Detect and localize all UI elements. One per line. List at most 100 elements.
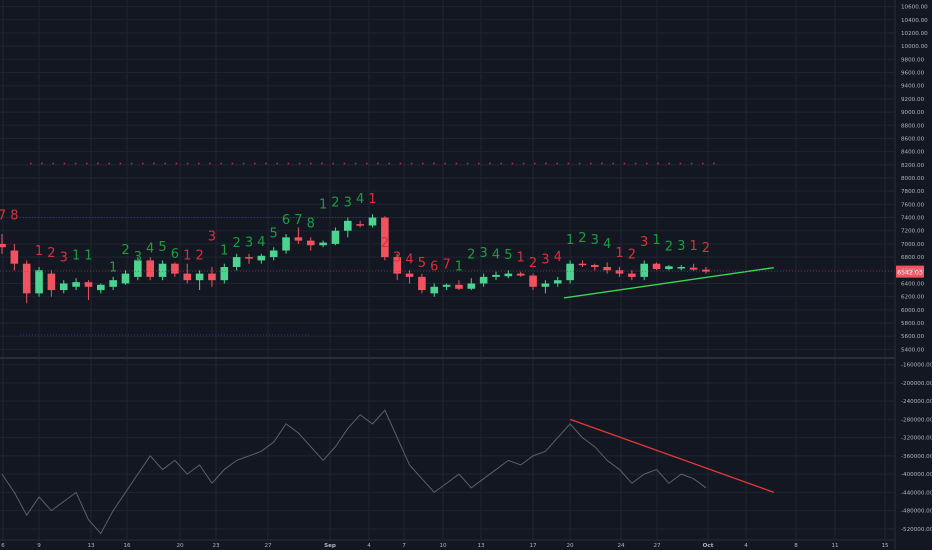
resistance-dot xyxy=(332,162,334,165)
candle[interactable] xyxy=(665,265,673,271)
candle[interactable] xyxy=(257,253,266,264)
candle[interactable] xyxy=(344,217,352,238)
candle[interactable] xyxy=(479,273,488,287)
candle[interactable] xyxy=(158,260,167,281)
td-sequential-counts: 7 81 2 3 1 112 34 5 6 1 231 2 3 456 7 81 2 3 4 123 4 5 6 7 12 3 4 5… xyxy=(0,192,710,276)
candle-body xyxy=(591,265,599,267)
td-count-label: 2 xyxy=(628,247,636,262)
candle[interactable] xyxy=(368,214,377,228)
candle-body xyxy=(652,263,661,269)
candle[interactable] xyxy=(10,243,19,271)
candle[interactable] xyxy=(306,237,315,251)
price-tick-label: 7000.00 xyxy=(901,242,925,248)
resistance-dot xyxy=(142,162,144,165)
price-tick-label: 7600.00 xyxy=(901,202,925,208)
candle[interactable] xyxy=(677,265,686,271)
candle[interactable] xyxy=(702,267,710,274)
candle[interactable] xyxy=(195,270,204,291)
candle[interactable] xyxy=(652,262,661,271)
resistance-dot xyxy=(97,162,99,165)
time-tick-label: 20 xyxy=(176,543,184,549)
indicator-line[interactable] xyxy=(1,409,707,535)
indicator-series[interactable] xyxy=(1,409,707,535)
time-tick-label: 4 xyxy=(367,543,371,549)
candle[interactable] xyxy=(331,227,340,246)
candle-body xyxy=(344,220,352,231)
resistance-dot xyxy=(601,162,603,165)
candle[interactable] xyxy=(183,263,192,284)
candle[interactable] xyxy=(269,247,278,261)
candle[interactable] xyxy=(245,253,253,264)
candle[interactable] xyxy=(628,270,636,281)
candle[interactable] xyxy=(553,276,562,287)
candle[interactable] xyxy=(529,273,537,291)
price-trendline[interactable] xyxy=(563,266,774,299)
candlestick-series[interactable] xyxy=(0,214,710,304)
candle[interactable] xyxy=(516,271,525,277)
candle[interactable] xyxy=(591,263,599,271)
candle-body xyxy=(134,260,142,277)
candle[interactable] xyxy=(134,257,142,281)
candle[interactable] xyxy=(208,267,216,287)
resistance-dot xyxy=(466,162,469,165)
candle-body xyxy=(97,284,105,291)
candle[interactable] xyxy=(492,271,500,281)
candle-body xyxy=(529,275,537,287)
candle[interactable] xyxy=(640,260,648,281)
candle[interactable] xyxy=(381,216,389,261)
candle[interactable] xyxy=(35,267,43,297)
indicator-trendline[interactable] xyxy=(569,418,775,493)
candle[interactable] xyxy=(97,283,105,294)
candle[interactable] xyxy=(84,280,93,300)
candle[interactable] xyxy=(615,267,624,277)
candle[interactable] xyxy=(294,227,303,244)
trendline-segment[interactable] xyxy=(563,266,774,299)
candle[interactable] xyxy=(356,220,364,228)
candle[interactable] xyxy=(578,260,587,267)
candle[interactable] xyxy=(504,270,513,279)
candle[interactable] xyxy=(146,257,154,281)
resistance-dot xyxy=(522,162,525,165)
candle[interactable] xyxy=(109,276,117,291)
candle[interactable] xyxy=(430,283,439,297)
price-tick-label: 8200.00 xyxy=(901,163,925,169)
td-count-label: 3 xyxy=(245,236,253,251)
candle[interactable] xyxy=(566,260,574,284)
candle[interactable] xyxy=(47,270,56,297)
candle[interactable] xyxy=(541,280,550,294)
price-axis[interactable]: 10600.00 10400.00 10200.00 10000.00 9800.00 9… xyxy=(901,5,928,354)
resistance-dot xyxy=(511,162,514,165)
time-axis[interactable]: 6 9 13 16 20 23 27 Sep 4 7 10 13 17 20 24 27 Oct 4 8 11 15 xyxy=(1,543,889,549)
candle[interactable] xyxy=(689,263,698,271)
td-count-label: 4 xyxy=(356,192,364,207)
candle[interactable] xyxy=(22,260,31,304)
candle[interactable] xyxy=(603,262,611,274)
candle-body xyxy=(35,270,43,294)
resistance-dot xyxy=(153,162,155,165)
candle[interactable] xyxy=(455,280,463,291)
candle[interactable] xyxy=(232,253,241,271)
candle[interactable] xyxy=(319,240,327,248)
candle[interactable] xyxy=(393,253,401,281)
candle[interactable] xyxy=(418,273,426,294)
candle[interactable] xyxy=(405,270,414,284)
indicator-trendline-segment[interactable] xyxy=(569,418,775,493)
time-tick-label: Oct xyxy=(703,543,714,549)
candle[interactable] xyxy=(467,278,476,291)
indicator-tick-label: -400000.0000 xyxy=(901,472,932,478)
candle[interactable] xyxy=(442,283,451,291)
candle[interactable] xyxy=(0,234,6,254)
candle[interactable] xyxy=(220,263,229,284)
candle[interactable] xyxy=(282,234,290,254)
indicator-axis[interactable]: -160000.0000 -200000.0000 -240000.0000 -280… xyxy=(901,363,932,533)
candle[interactable] xyxy=(171,262,179,277)
resistance-dot xyxy=(668,162,670,165)
td-count-label: 7 xyxy=(0,209,6,224)
td-count-label: 3 xyxy=(60,251,68,266)
resistance-dot xyxy=(388,162,390,165)
price-tick-label: 10200.00 xyxy=(901,31,928,37)
candle[interactable] xyxy=(72,278,80,291)
candle[interactable] xyxy=(121,270,130,285)
candle[interactable] xyxy=(59,280,68,294)
